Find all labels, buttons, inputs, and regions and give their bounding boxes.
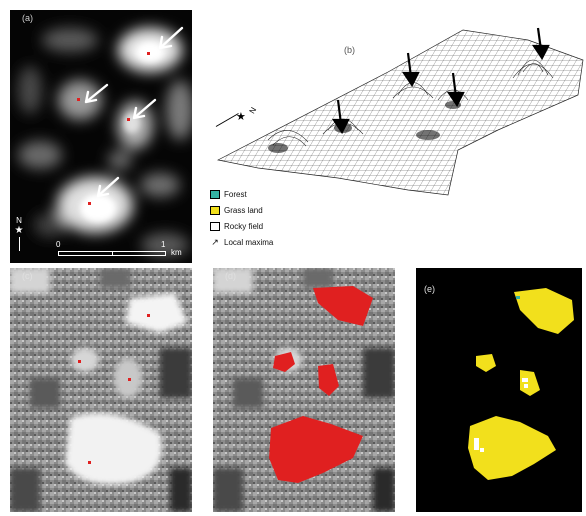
panel-c-image: [10, 268, 192, 512]
legend-item-maxima: ↗ Local maxima: [210, 237, 273, 248]
maximum-marker: [77, 98, 80, 101]
panel-b: (b) ★ N: [198, 0, 586, 200]
panel-a-image: [10, 10, 192, 263]
scale-end: 1: [161, 240, 166, 249]
legend-item-grass: Grass land: [210, 206, 263, 215]
maximum-marker: [147, 52, 150, 55]
black-arrows: [331, 27, 550, 135]
legend-item-rocky: Rocky field: [210, 222, 263, 231]
grass-region-4: [468, 416, 556, 480]
arrow-icon: [96, 176, 120, 198]
north-label: N: [16, 216, 22, 225]
rocky-field-pixels: [474, 378, 528, 452]
maximum-marker: [127, 118, 130, 121]
panel-label-a: (a): [22, 13, 33, 23]
arrow-icon: [331, 118, 350, 135]
segmented-regions: [269, 286, 373, 483]
region-1: [313, 286, 373, 326]
grass-region-2: [476, 354, 496, 372]
panel-d: (d): [213, 268, 395, 512]
local-maxima-arrow-icon: ↗: [211, 237, 219, 247]
legend-label-rocky: Rocky field: [224, 222, 264, 231]
panel-label-d: (d): [225, 271, 236, 281]
local-maxima-markers: [78, 314, 150, 464]
arrow-icon: [158, 26, 184, 50]
arrow-icon: [132, 98, 157, 120]
arrow-icon: [446, 91, 465, 108]
north-star-icon: ★: [14, 225, 24, 236]
panel-d-image: [213, 268, 395, 512]
arrow-icon: [401, 71, 420, 88]
legend-item-forest: Forest: [210, 190, 247, 199]
legend-swatch-forest: [210, 190, 220, 199]
legend-swatch-grass: [210, 206, 220, 215]
wireframe-surface: [216, 27, 584, 196]
compass-3d: ★ N: [215, 104, 264, 134]
white-arrows: [84, 26, 184, 198]
maximum-marker: [88, 461, 91, 464]
panel-c: (c): [10, 268, 192, 512]
north-arrow: N ★: [12, 217, 26, 251]
legend-swatch-rocky: [210, 222, 220, 231]
region-2: [273, 352, 295, 372]
maximum-marker: [147, 314, 150, 317]
scale-unit: km: [171, 248, 182, 257]
arrow-icon: [531, 44, 550, 61]
legend-label-maxima: Local maxima: [224, 238, 274, 247]
maximum-marker: [78, 360, 81, 363]
maximum-marker: [88, 202, 91, 205]
scale-bar-graphic: [58, 251, 166, 256]
legend-label-grass: Grass land: [224, 206, 263, 215]
panel-label-c: (c): [22, 271, 33, 281]
north-line: [18, 237, 20, 251]
legend: Forest Grass land Rocky field ↗ Local ma…: [210, 190, 330, 252]
local-maxima-markers: [77, 52, 150, 205]
scale-start: 0: [56, 240, 61, 249]
grass-region-1: [514, 288, 574, 334]
panel-a: (a) N ★ 0 1 km: [10, 10, 192, 263]
panel-e: (e): [416, 268, 582, 512]
region-3: [318, 364, 339, 396]
scale-bar: 0 1 km: [56, 240, 186, 260]
arrow-icon: [84, 83, 109, 104]
grass-region-3: [520, 370, 540, 396]
region-4: [269, 416, 363, 483]
surface-mesh: [216, 29, 584, 196]
panel-e-image: [468, 288, 574, 480]
compass-north-label: N: [247, 105, 259, 116]
compass-star-icon: ★: [236, 111, 246, 123]
maximum-marker: [128, 378, 131, 381]
forest-pixels: [516, 296, 520, 299]
panel-label-e: (e): [424, 284, 435, 294]
legend-label-forest: Forest: [224, 190, 247, 199]
grass-regions: [468, 288, 574, 480]
panel-label-b: (b): [344, 45, 355, 55]
